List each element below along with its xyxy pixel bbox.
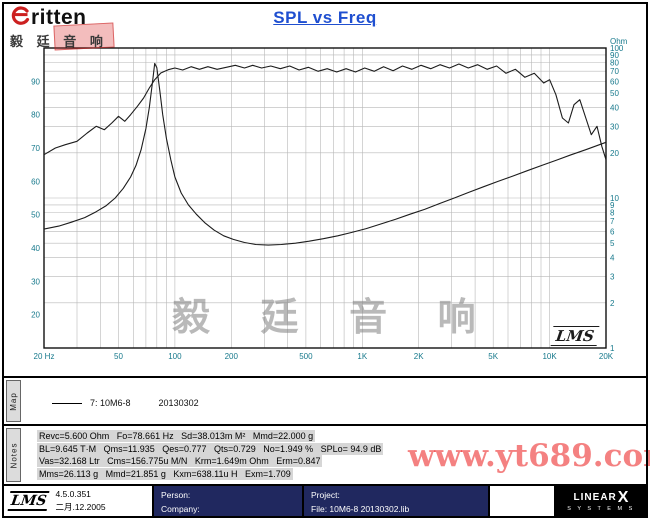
- y-right-tick-label: 1: [610, 344, 615, 353]
- y-right-tick-label: 8: [610, 209, 615, 218]
- footer-lms-cell: LMS 4.5.0.351 二月.12.2005: [4, 486, 154, 516]
- y-right-tick-label: 3: [610, 272, 615, 281]
- y-right-tick-label: 9: [610, 201, 615, 210]
- footer-linearx-cell: LINEAR X S Y S T E M S: [556, 486, 646, 516]
- y-right-tick-label: 90: [610, 51, 619, 60]
- y-left-tick-label: 60: [31, 177, 40, 186]
- notes-side-label: Notes: [9, 442, 18, 468]
- brand-chinese-name: 毅 廷 音 响: [10, 34, 108, 49]
- y-right-tick-label: 40: [610, 104, 619, 113]
- person-label: Person:: [161, 490, 191, 500]
- x-tick-label: 100: [168, 352, 182, 361]
- notes-section: Notes Revc=5.600 Ohm Fo=78.661 Hz Sd=38.…: [4, 424, 646, 484]
- y-right-tick-label: 80: [610, 59, 619, 68]
- y-right-tick-label: 7: [610, 217, 615, 226]
- y-right-tick-label: 20: [610, 149, 619, 158]
- x-tick-label: 50: [114, 352, 123, 361]
- y-left-tick-label: 20: [31, 311, 40, 320]
- page-title: SPL vs Freq: [273, 8, 377, 27]
- linearx-logo: LINEAR X S Y S T E M S: [567, 488, 635, 513]
- lms-version-date: 二月.12.2005: [55, 502, 106, 512]
- y-left-tick-label: 80: [31, 111, 40, 120]
- note-line: BL=9.645 T·M Qms=11.935 Qes=0.777 Qts=0.…: [37, 442, 384, 455]
- note-line: Mms=26.113 g Mmd=21.851 g Kxm=638.11u H …: [37, 467, 293, 480]
- y-right-tick-label: 2: [610, 299, 615, 308]
- linearx-name: LINEAR: [573, 491, 617, 503]
- chinese-watermark: 毅 廷 音 响: [172, 297, 496, 339]
- y-right-tick-label: 4: [610, 254, 615, 263]
- spl-curve: [43, 63, 607, 160]
- lms-chart-logo: LMS: [550, 326, 600, 346]
- y-right-tick-label: 10: [610, 194, 619, 203]
- map-section: Map 7: 10M6-8 20130302: [4, 376, 646, 424]
- lms-version: 4.5.0.351: [55, 489, 91, 500]
- x-tick-label: 20 Hz: [34, 352, 55, 361]
- x-tick-label: 500: [299, 352, 313, 361]
- x-tick-label: 200: [225, 352, 239, 361]
- x-tick-label: 1K: [357, 352, 367, 361]
- right-axis-unit-label: Ohm: [610, 37, 628, 46]
- map-side-label: Map: [9, 391, 18, 411]
- spl-freq-chart: 20 Hz 50 100 200 500 1K 2K 5K 10K 20K 90 80 70 60 50 40…: [4, 34, 646, 374]
- brand-name: ritten: [31, 5, 87, 29]
- y-left-tick-label: 70: [31, 144, 40, 153]
- footer-bar: LMS 4.5.0.351 二月.12.2005 Person: Company…: [4, 484, 646, 516]
- x-tick-label: 20K: [599, 352, 614, 361]
- footer-datetime-cell: Mar 2, 2013 Sat 5:58 pm: [490, 486, 556, 516]
- brand-e-swirl-icon: [10, 5, 30, 29]
- x-tick-label: 10K: [542, 352, 557, 361]
- notes-side-tab: Notes: [6, 428, 21, 482]
- y-left-tick-label: 40: [31, 244, 40, 253]
- y-right-tick-label: 50: [610, 89, 619, 98]
- legend-name: 7: 10M6-8: [90, 398, 131, 408]
- note-line: Vas=32.168 Ltr Cms=156.775u M/N Krm=1.64…: [37, 455, 323, 467]
- y-left-tick-label: 90: [31, 77, 40, 86]
- file-label: File: 10M6-8 20130302.lib: [311, 503, 410, 514]
- y-right-tick-label: 100: [610, 44, 624, 53]
- map-side-tab: Map: [6, 380, 21, 422]
- note-line: Revc=5.600 Ohm Fo=78.661 Hz Sd=38.013m M…: [37, 430, 316, 442]
- company-label: Company:: [161, 503, 200, 514]
- map-legend: 7: 10M6-8 20130302: [23, 378, 646, 424]
- notes-content: Revc=5.600 Ohm Fo=78.661 Hz Sd=38.013m M…: [23, 426, 646, 484]
- linearx-x: X: [617, 488, 629, 506]
- legend-line-swatch: [52, 403, 83, 405]
- y-right-tick-label: 70: [610, 67, 619, 76]
- legend-date: 20130302: [158, 398, 199, 408]
- footer-project-cell: Project: File: 10M6-8 20130302.lib: [304, 486, 490, 516]
- url-watermark: www.yt689.com: [408, 438, 650, 474]
- footer-date: Mar 2, 2013: [494, 515, 550, 517]
- lms-footer-logo: LMS: [7, 491, 50, 511]
- x-tick-label: 2K: [414, 352, 424, 361]
- y-right-tick-label: 30: [610, 122, 619, 131]
- y-left-tick-label: 30: [31, 277, 40, 286]
- brand-logo: ritten 毅 廷 音 响: [10, 5, 115, 51]
- x-tick-label: 5K: [488, 352, 498, 361]
- y-right-tick-label: 60: [610, 77, 619, 86]
- linearx-systems: S Y S T E M S: [567, 505, 635, 512]
- chart-canvas: 20 Hz 50 100 200 500 1K 2K 5K 10K 20K908070605040…: [31, 37, 628, 361]
- y-right-tick-label: 5: [610, 239, 615, 248]
- footer-person-cell: Person: Company:: [154, 486, 304, 516]
- plot-frame: [43, 47, 607, 349]
- project-label: Project:: [311, 490, 340, 500]
- y-left-tick-label: 50: [31, 211, 40, 220]
- impedance-curve: [43, 62, 607, 246]
- y-right-tick-label: 6: [610, 227, 615, 236]
